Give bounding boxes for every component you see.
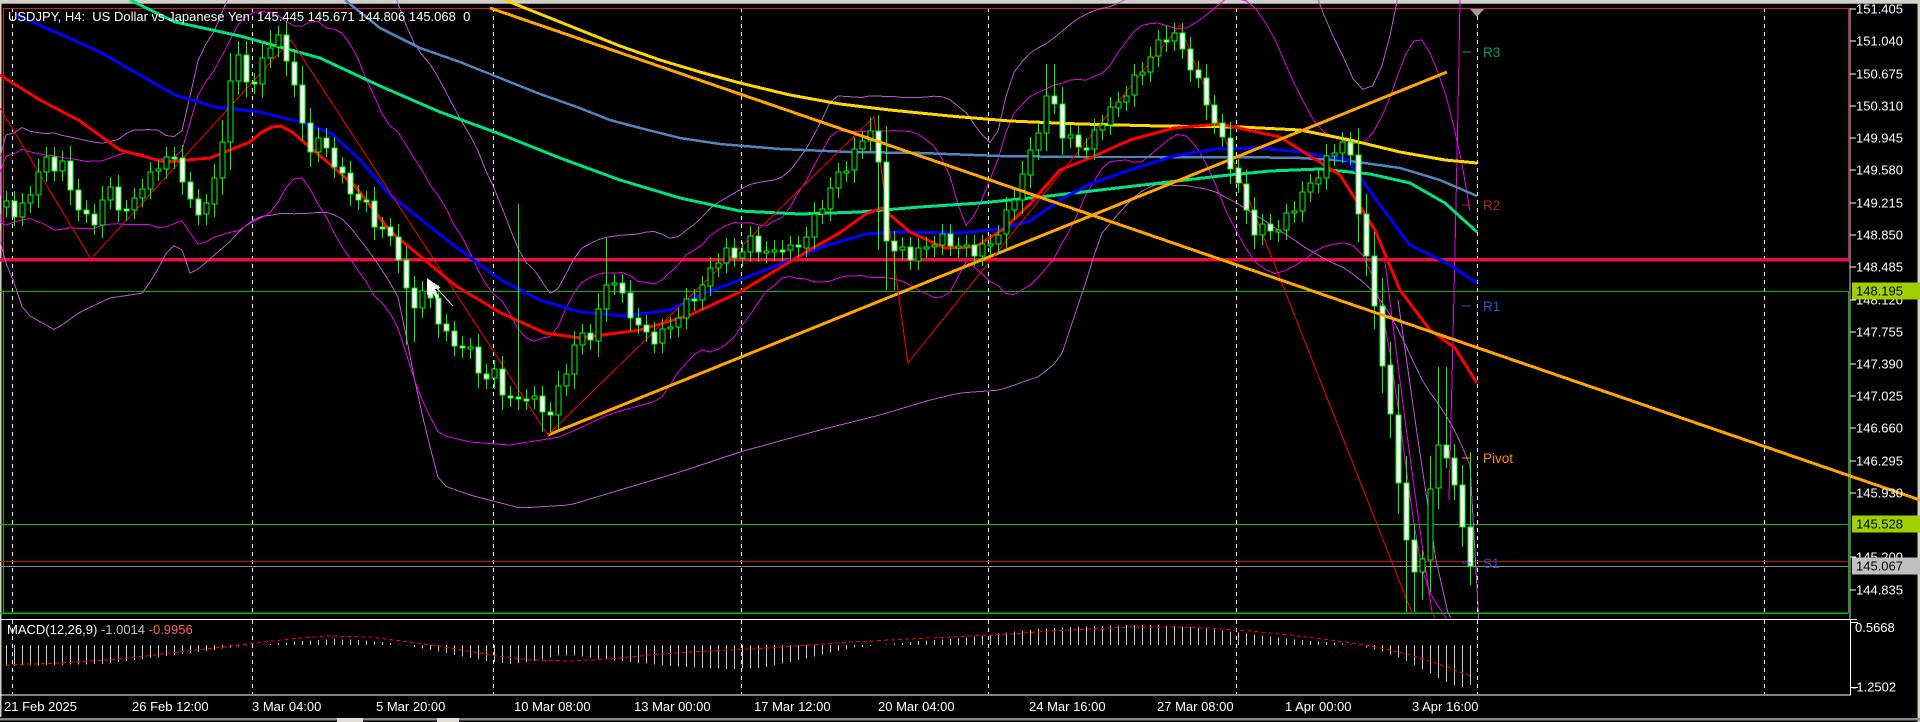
svg-text:149.945: 149.945 xyxy=(1856,131,1903,146)
svg-text:27 Mar 08:00: 27 Mar 08:00 xyxy=(1157,699,1234,714)
svg-text:148.850: 148.850 xyxy=(1856,228,1903,243)
svg-text:21 Feb 2025: 21 Feb 2025 xyxy=(4,699,77,714)
svg-text:-1.2502: -1.2502 xyxy=(1852,680,1896,695)
svg-text:145.930: 145.930 xyxy=(1856,486,1903,501)
svg-text:148.485: 148.485 xyxy=(1856,260,1903,275)
svg-text:13 Mar 00:00: 13 Mar 00:00 xyxy=(634,699,711,714)
svg-text:146.295: 146.295 xyxy=(1856,454,1903,469)
svg-text:R3: R3 xyxy=(1483,45,1500,60)
svg-text:149.215: 149.215 xyxy=(1856,196,1903,211)
svg-text:144.835: 144.835 xyxy=(1856,583,1903,598)
svg-text:3 Mar 04:00: 3 Mar 04:00 xyxy=(252,699,321,714)
svg-text:R1: R1 xyxy=(1483,299,1500,314)
svg-text:1 Apr 00:00: 1 Apr 00:00 xyxy=(1285,699,1352,714)
svg-text:20 Mar 04:00: 20 Mar 04:00 xyxy=(878,699,955,714)
svg-text:26 Feb 12:00: 26 Feb 12:00 xyxy=(132,699,209,714)
svg-text:149.580: 149.580 xyxy=(1856,163,1903,178)
svg-text:150.675: 150.675 xyxy=(1856,67,1903,82)
svg-text:24 Mar 16:00: 24 Mar 16:00 xyxy=(1029,699,1106,714)
svg-text:145.528: 145.528 xyxy=(1856,517,1903,532)
svg-text:147.025: 147.025 xyxy=(1856,389,1903,404)
svg-text:USDJPY, H4: US Dollar vs Japa: USDJPY, H4: US Dollar vs Japanese Yen 14… xyxy=(8,9,470,24)
svg-text:S1: S1 xyxy=(1483,556,1500,571)
svg-text:MACD(12,26,9) -1.0014 -0.9956: MACD(12,26,9) -1.0014 -0.9956 xyxy=(7,622,193,637)
svg-text:151.040: 151.040 xyxy=(1856,34,1903,49)
svg-text:147.755: 147.755 xyxy=(1856,325,1903,340)
svg-text:Pivot: Pivot xyxy=(1483,451,1513,466)
svg-text:146.660: 146.660 xyxy=(1856,421,1903,436)
svg-text:5 Mar 20:00: 5 Mar 20:00 xyxy=(376,699,445,714)
svg-text:17 Mar 12:00: 17 Mar 12:00 xyxy=(754,699,831,714)
svg-text:145.067: 145.067 xyxy=(1856,559,1903,574)
svg-text:0.5668: 0.5668 xyxy=(1855,620,1895,635)
svg-text:R2: R2 xyxy=(1483,198,1500,213)
svg-text:147.390: 147.390 xyxy=(1856,357,1903,372)
svg-text:150.310: 150.310 xyxy=(1856,99,1903,114)
svg-text:151.405: 151.405 xyxy=(1856,2,1903,17)
svg-text:148.195: 148.195 xyxy=(1856,284,1903,299)
svg-text:3 Apr 16:00: 3 Apr 16:00 xyxy=(1412,699,1479,714)
svg-text:10 Mar 08:00: 10 Mar 08:00 xyxy=(514,699,591,714)
